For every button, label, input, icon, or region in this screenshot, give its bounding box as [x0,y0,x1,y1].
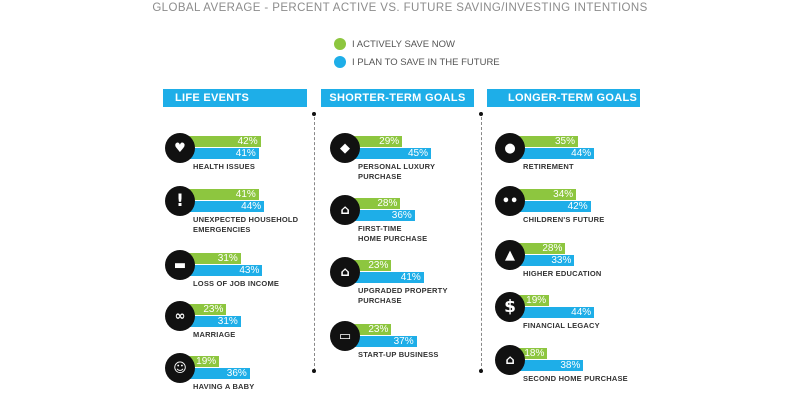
bar-active: 34% [515,189,577,200]
legend-swatch-future [334,56,346,68]
heart-pulse-icon: ♥ [165,133,195,163]
group-header-shorter-term-goals: SHORTER-TERM GOALS [321,89,474,107]
heart-pulse-icon-glyph: ♥ [174,140,186,156]
baby-icon-glyph: ☺ [173,360,187,376]
house-icon-glyph: ⌂ [340,264,350,280]
row-label: PERSONAL LUXURY PURCHASE [358,162,436,181]
dollar-icon: $ [495,292,525,322]
group-header-longer-term-goals: LONGER-TERM GOALS [487,89,640,107]
house-icon: ⌂ [495,345,525,375]
bar-future: 44% [515,307,595,318]
baby-icon: ☺ [165,353,195,383]
house-icon: ⌂ [330,195,360,225]
row-label: SECOND HOME PURCHASE [523,374,628,383]
bar-active: 42% [185,136,261,147]
exclamation-icon-glyph: ! [176,191,184,211]
rings-icon-glyph: ∞ [174,308,186,324]
row-label: START-UP BUSINESS [358,350,439,359]
bar-future: 33% [515,255,575,266]
rings-icon: ∞ [165,301,195,331]
row-label: HAVING A BABY [193,382,255,391]
bar-future: 41% [350,272,424,283]
bar-active: 28% [515,243,566,254]
row-label: HEALTH ISSUES [193,162,256,171]
bar-active: 29% [350,136,403,147]
open-sign-icon: ▭ [330,321,360,351]
bar-future: 31% [185,316,241,327]
bar-future: 36% [350,210,415,221]
bar-active: 23% [185,304,227,315]
house-icon-glyph: ⌂ [340,202,350,218]
bar-future: 36% [185,368,250,379]
bar-active: 31% [185,253,241,264]
piggy-bank-icon-glyph: ● [504,140,516,156]
people-icon-glyph: •• [501,193,519,209]
group-header-life-events: LIFE EVENTS [163,89,307,107]
bar-active: 23% [350,260,392,271]
bar-future: 38% [515,360,584,371]
chart-title: GLOBAL AVERAGE - PERCENT ACTIVE VS. FUTU… [152,2,648,14]
row-label: MARRIAGE [193,330,236,339]
legend-label-active: I ACTIVELY SAVE NOW [352,38,455,50]
house-icon-glyph: ⌂ [505,352,515,368]
bar-future: 45% [350,148,431,159]
legend: I ACTIVELY SAVE NOW I PLAN TO SAVE IN TH… [334,36,500,72]
divider-right-top-dot [479,112,483,116]
piggy-bank-icon: ● [495,133,525,163]
bar-active: 35% [515,136,578,147]
legend-item-future: I PLAN TO SAVE IN THE FUTURE [334,54,500,70]
divider-right [481,112,482,371]
row-label: CHILDREN'S FUTURE [523,215,605,224]
bar-future: 44% [185,201,265,212]
divider-left [314,112,315,371]
divider-right-bottom-dot [479,369,483,373]
bar-future: 43% [185,265,263,276]
bar-future: 42% [515,201,591,212]
row-label: LOSS OF JOB INCOME [193,279,280,288]
graduation-cap-icon: ▲ [495,240,525,270]
bar-active: 19% [515,295,550,306]
bar-active: 18% [515,348,548,359]
diamond-icon-glyph: ◆ [340,140,350,156]
open-sign-icon-glyph: ▭ [338,328,352,344]
diamond-icon: ◆ [330,133,360,163]
divider-left-top-dot [312,112,316,116]
briefcase-icon-glyph: ▬ [173,257,187,273]
bar-active: 28% [350,198,401,209]
row-label: UNEXPECTED HOUSEHOLD EMERGENCIES [193,215,299,234]
dollar-icon-glyph: $ [504,297,516,317]
row-label: UPGRADED PROPERTY PURCHASE [358,286,448,305]
house-icon: ⌂ [330,257,360,287]
legend-swatch-active [334,38,346,50]
row-label: FIRST-TIME HOME PURCHASE [358,224,428,243]
bar-future: 44% [515,148,595,159]
graduation-cap-icon-glyph: ▲ [505,247,515,263]
row-label: HIGHER EDUCATION [523,269,602,278]
legend-label-future: I PLAN TO SAVE IN THE FUTURE [352,56,500,68]
row-label: RETIREMENT [523,162,574,171]
briefcase-icon: ▬ [165,250,195,280]
legend-item-active: I ACTIVELY SAVE NOW [334,36,500,52]
bar-future: 41% [185,148,259,159]
exclamation-icon: ! [165,186,195,216]
bar-active: 19% [185,356,220,367]
bar-future: 37% [350,336,417,347]
people-icon: •• [495,186,525,216]
bar-active: 41% [185,189,259,200]
row-label: FINANCIAL LEGACY [523,321,600,330]
bar-active: 23% [350,324,392,335]
divider-left-bottom-dot [312,369,316,373]
